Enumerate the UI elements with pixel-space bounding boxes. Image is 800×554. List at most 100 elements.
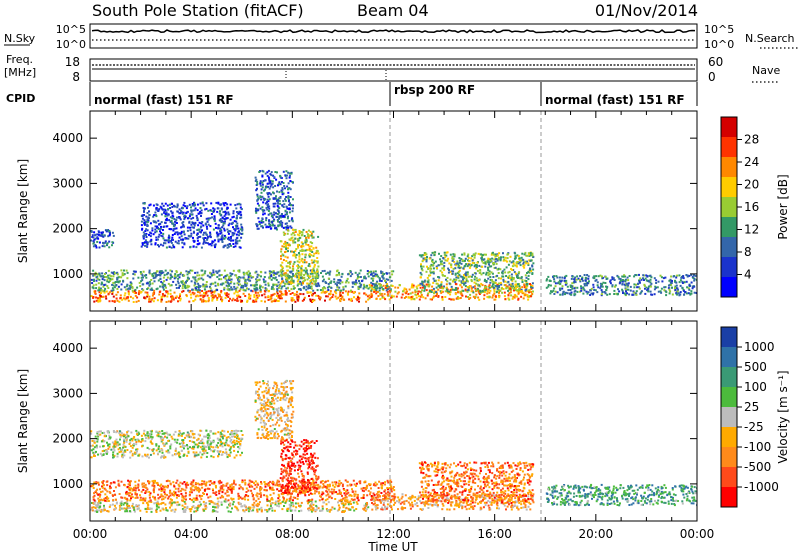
velocity-ylabel: Slant Range [km] [16,369,30,473]
velocity-panel: 1000 2000 3000 4000 Slant Range [km] [16,320,698,522]
cpid-segment-2: rbsp 200 RF [394,83,475,97]
cpid-segment-1: normal (fast) 151 RF [94,93,234,107]
colorbar-tick-label: 8 [744,245,752,259]
colorbar-tick-label: 28 [744,133,759,147]
power-y-ticks: 1000 2000 3000 4000 [52,131,697,281]
freq-left-tick-bottom: 8 [72,70,80,84]
x-tick-label: 08:00 [275,527,310,541]
colorbar-tick-label: 1000 [744,340,775,354]
y-tick-label: 3000 [52,176,83,190]
echo-region-3 [545,273,697,297]
freq-label-line1: Freq. [6,53,33,66]
x-tick-label: 12:00 [376,527,411,541]
x-axis-label: Time UT [367,540,418,554]
colorbar-tick-label: 20 [744,178,759,192]
velocity-echo-regions [90,379,697,513]
colorbar-segment [721,467,737,488]
y-tick-label: 3000 [52,386,83,400]
echo-region-3 [545,483,697,507]
y-tick-label: 1000 [52,267,83,281]
nave-label: Nave [752,64,780,77]
beam-label: Beam 04 [357,1,429,20]
nave-right-tick-bottom: 0 [708,70,716,84]
nave-right-tick-top: 60 [708,55,723,69]
colorbar-tick-label: 500 [744,360,767,374]
echo-region-4 [90,269,395,292]
colorbar-tick-label: -25 [744,420,764,434]
colorbar-segment [721,407,737,428]
colorbar-tick-label: -500 [744,460,771,474]
y-tick-label: 2000 [52,432,83,446]
colorbar-segment [721,327,737,348]
noise-right-tick-top: 10^5 [704,23,734,36]
y-tick-label: 4000 [52,131,83,145]
freq-label-line2: [MHz] [4,66,36,79]
colorbar-segment [721,347,737,368]
colorbar-segment [721,197,737,218]
echo-region-5 [90,229,115,249]
x-tick-label: 04:00 [174,527,209,541]
power-ylabel: Slant Range [km] [16,159,30,263]
power-x-ticks [89,111,698,311]
colorbar-segment [721,447,737,468]
echo-region-8 [418,461,535,504]
y-tick-label: 4000 [52,341,83,355]
echo-region-7 [279,438,320,495]
colorbar-segment [721,427,737,448]
colorbar-tick-label: 25 [744,400,759,414]
x-tick-label: 00:00 [73,527,108,541]
colorbar-segment [721,387,737,408]
noise-sky-line [91,29,696,34]
freq-panel: Freq. [MHz] 18 8 60 0 Nave [4,53,780,84]
echo-region-8 [279,228,320,285]
x-tick-label: 00:00 [680,527,715,541]
colorbar-tick-label: 16 [744,200,759,214]
colorbar-tick-label: -1000 [744,480,779,494]
power-colorbar-label: Power [dB] [776,174,790,239]
velocity-y-ticks: 1000 2000 3000 4000 [52,341,697,491]
power-echo-regions [90,169,697,303]
noise-left-tick-bottom: 10^0 [56,38,86,51]
colorbar-tick-label: 100 [744,380,767,394]
noise-search-label: N.Search [745,32,795,45]
echo-region-9 [418,251,535,294]
noise-left-tick-top: 10^5 [56,23,86,36]
noise-sky-label: N.Sky [4,32,36,45]
colorbar-segment [721,277,737,298]
colorbar-segment [721,487,737,508]
noise-panel: N.Sky 10^5 10^0 10^5 10^0 N.Search [4,23,798,51]
echo-region-6 [140,201,244,249]
velocity-colorbar: 1000 500 100 25 -25 -100 -500 -1000 Velocity [m… [720,326,790,508]
colorbar-segment [721,217,737,238]
x-tick-labels: 00:00 04:00 08:00 12:00 16:00 20:00 00:00 [73,527,715,541]
date-label: 01/Nov/2014 [595,1,698,20]
colorbar-segment [721,177,737,198]
colorbar-segment [721,237,737,258]
x-tick-label: 16:00 [477,527,512,541]
cpid-segment-3: normal (fast) 151 RF [545,93,685,107]
colorbar-segment [721,157,737,178]
station-title: South Pole Station (fitACF) [92,1,304,20]
colorbar-segment [721,137,737,158]
echo-region-1 [90,499,370,513]
y-tick-label: 2000 [52,222,83,236]
colorbar-segment [721,257,737,278]
x-tick-label: 20:00 [579,527,614,541]
cpid-label: CPID [6,92,35,105]
echo-region-1 [90,289,370,303]
noise-right-tick-bottom: 10^0 [704,38,734,51]
colorbar-tick-label: 24 [744,155,759,169]
velocity-colorbar-label: Velocity [m s⁻¹] [776,370,790,463]
echo-region-5 [90,429,244,459]
echo-region-6 [254,379,295,441]
power-colorbar: 28 24 20 16 12 8 4 Power [dB] [720,116,790,298]
freq-left-tick-top: 18 [65,55,80,69]
colorbar-segment [721,367,737,388]
velocity-x-ticks [89,321,698,521]
colorbar-tick-label: 4 [744,268,752,282]
colorbar-segment [721,117,737,138]
y-tick-label: 1000 [52,477,83,491]
echo-region-4 [90,479,396,502]
colorbar-tick-label: 12 [744,223,759,237]
power-panel: 1000 2000 3000 4000 Slant Range [km] [16,110,698,312]
